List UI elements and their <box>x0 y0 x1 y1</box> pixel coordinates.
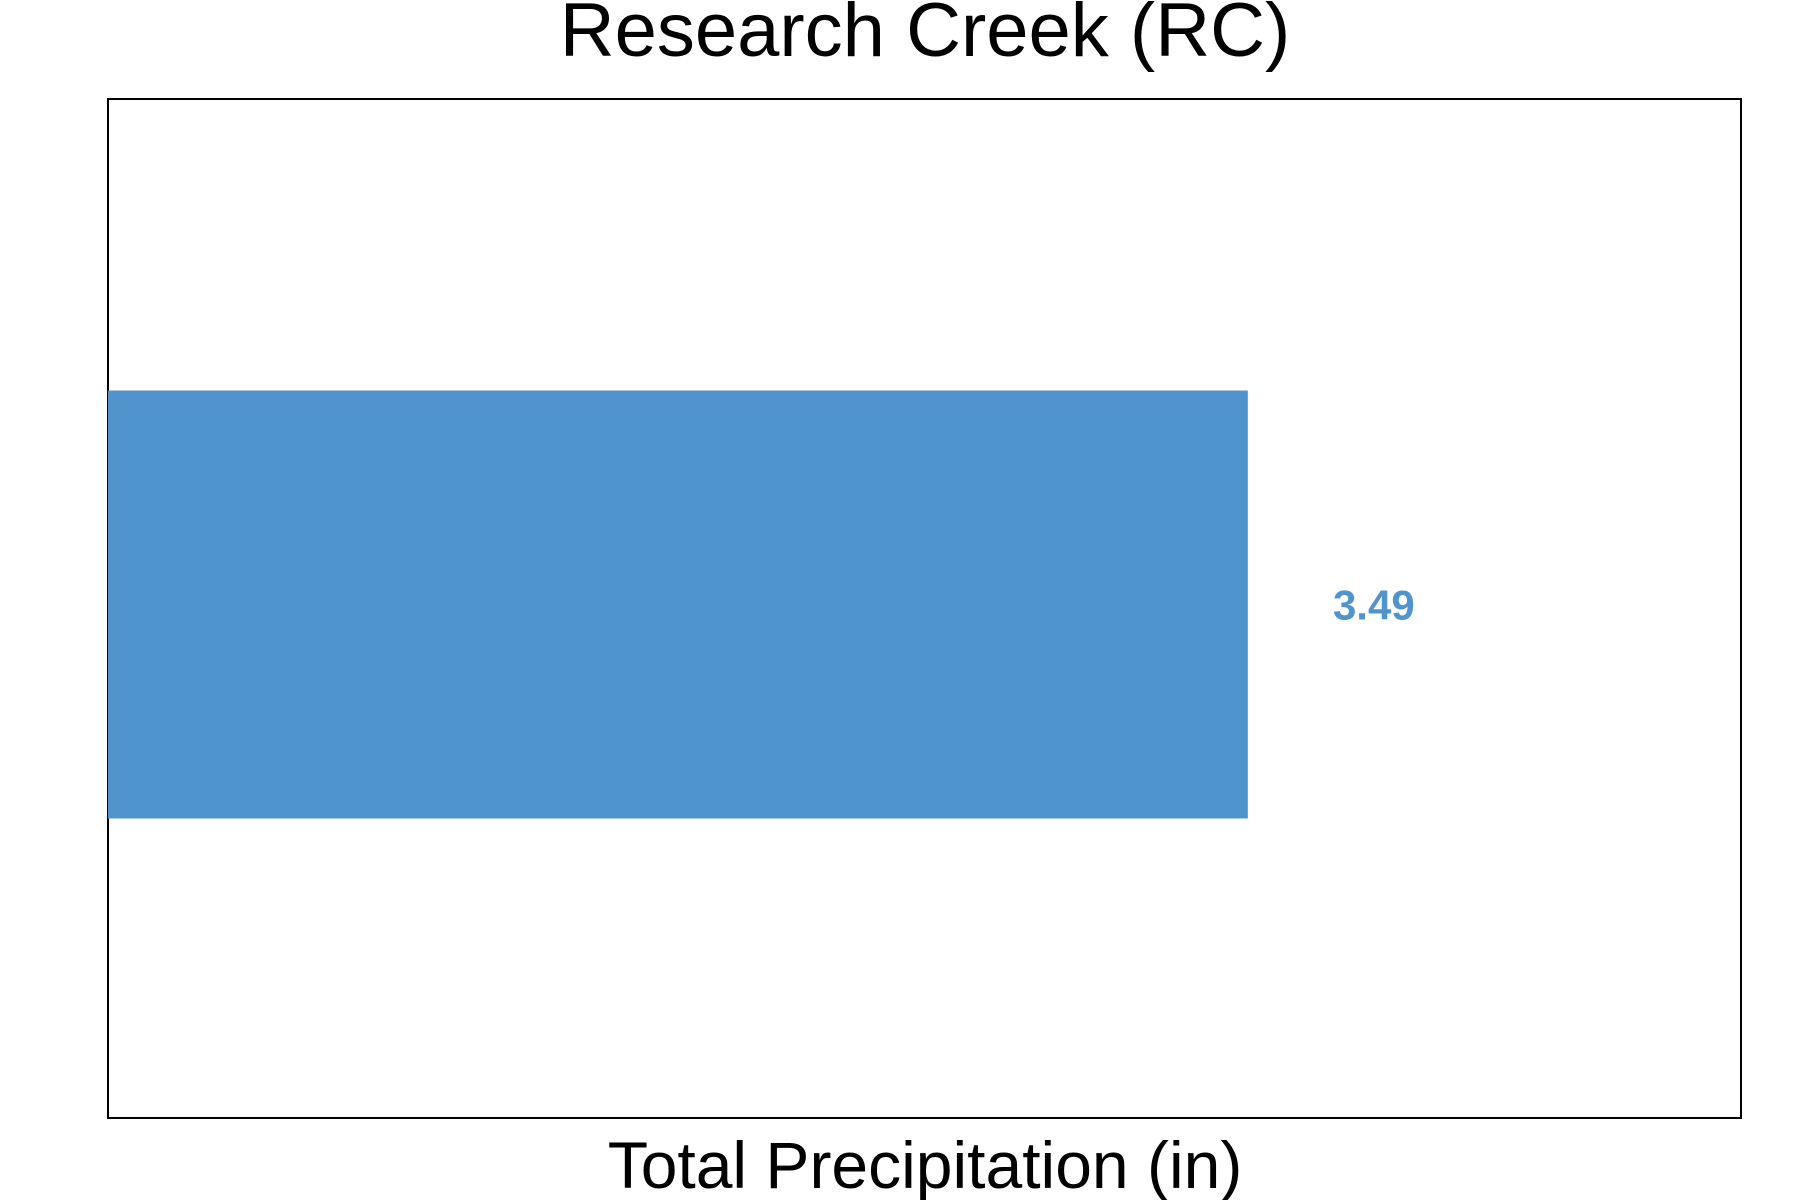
bar-group: 3.49 <box>108 390 1415 819</box>
chart-title: Research Creek (RC) <box>560 0 1291 73</box>
x-axis-label: Total Precipitation (in) <box>608 1128 1243 1200</box>
bar <box>108 390 1248 819</box>
bar-value-label: 3.49 <box>1333 582 1415 629</box>
